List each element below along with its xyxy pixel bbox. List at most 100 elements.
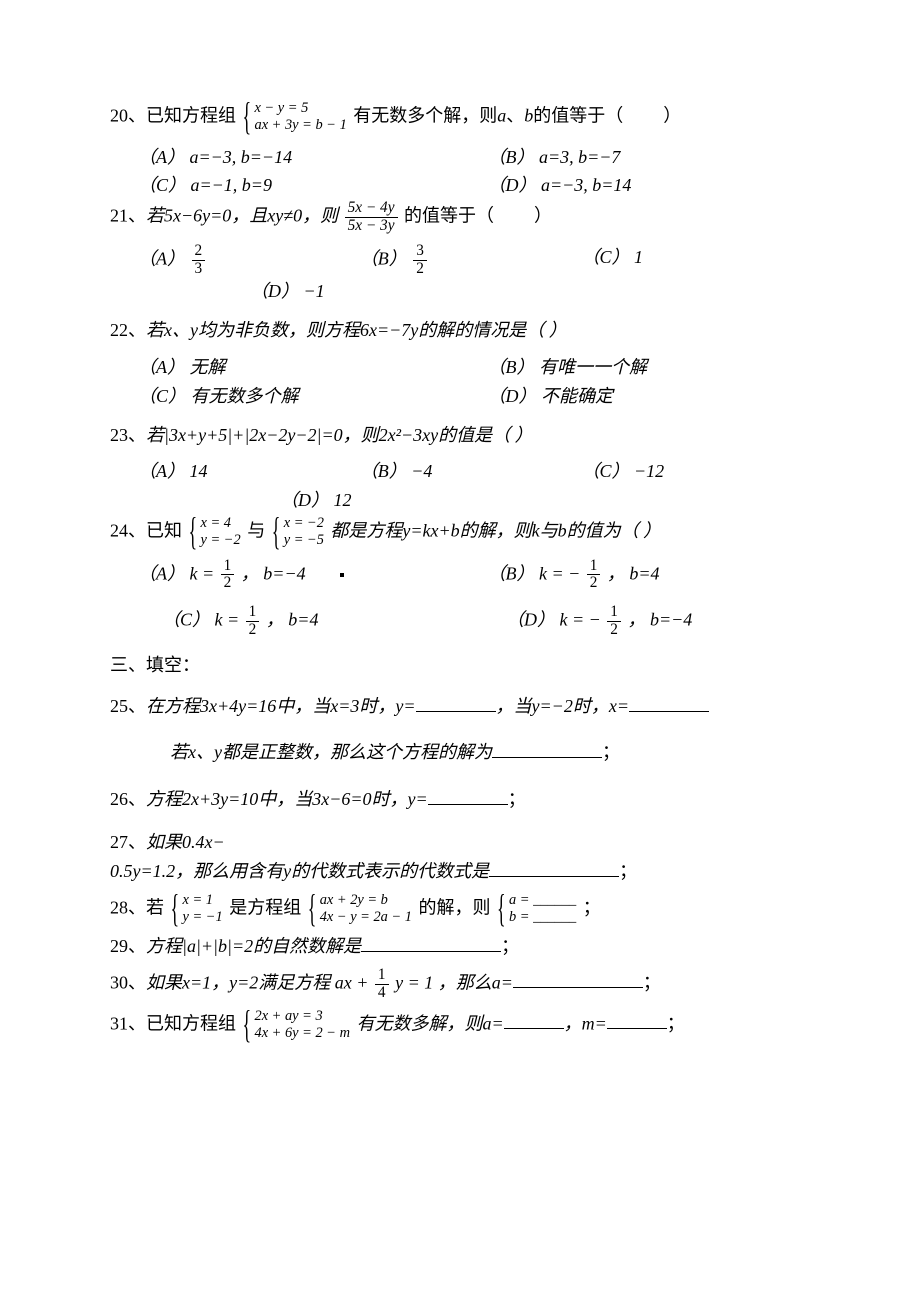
q21-frac-num: 5x − 4y xyxy=(345,200,398,218)
q25-line2: 若x、y都是正整数，那么这个方程的解为 ； xyxy=(170,738,810,767)
q21-frac: 5x − 4y 5x − 3y xyxy=(345,200,398,235)
q21-optA: （A） 23 xyxy=(138,243,360,278)
q21-optD: （D） −1 xyxy=(250,277,810,306)
q20-var-a: a xyxy=(497,105,506,125)
q21-stem3: ） xyxy=(534,206,552,226)
q20-sys-r2: ax + 3y = b − 1 xyxy=(255,117,347,134)
q30-stem2: ，那么a= xyxy=(438,972,513,992)
q21-optA-frac: 23 xyxy=(192,243,206,278)
question-21: 21、若5x−6y=0，且xy≠0，则 5x − 4y 5x − 3y 的值等于… xyxy=(110,200,810,235)
section-3-title: 三、填空： xyxy=(110,651,810,680)
q27-num: 27、 xyxy=(110,832,146,852)
q24-optA: （A） k = 12 ， b=−4 xyxy=(138,558,461,593)
question-30: 30、如果x=1，y=2满足方程 ax + 14 y = 1 ，那么a=； xyxy=(110,967,810,1002)
q20-stem1: 已知方程组 xyxy=(146,105,236,125)
q20-optC: （C） a=−1, b=9 xyxy=(138,171,461,200)
q28-sys2: ax + 2y = b 4x − y = 2a − 1 xyxy=(308,892,412,927)
q25-stem2: ，当y=−2时，x= xyxy=(496,696,629,716)
q22-optB: （B） 有唯一一个解 xyxy=(487,353,810,382)
question-20: 20、已知方程组 x − y = 5 ax + 3y = b − 1 有无数多个… xyxy=(110,100,810,135)
q23-optD: （D） 12 xyxy=(280,486,810,515)
q26-stem2: ； xyxy=(508,789,526,809)
q25-num: 25、 xyxy=(110,696,146,716)
q20-optD: （D） a=−3, b=14 xyxy=(487,171,810,200)
question-25: 25、在方程3x+4y=16中，当x=3时，y=，当y=−2时，x= xyxy=(110,692,810,721)
q22-optA: （A） 无解 xyxy=(138,353,461,382)
q27-blank xyxy=(489,858,619,877)
q23-stem: 若|3x+y+5|+|2x−2y−2|=0，则2x²−3xy的值是（ ） xyxy=(146,425,533,445)
q25-blank1 xyxy=(416,693,496,712)
q22-optD: （D） 不能确定 xyxy=(487,382,810,411)
q30-eq2: y = 1 xyxy=(395,972,433,992)
q31-blank1 xyxy=(504,1010,564,1029)
q29-num: 29、 xyxy=(110,936,146,956)
q23-options: （A） 14 （B） −4 （C） −12 xyxy=(138,457,810,486)
q20-system: x − y = 5 ax + 3y = b − 1 xyxy=(243,100,347,135)
q25-stem4: ； xyxy=(602,742,620,762)
question-23: 23、若|3x+y+5|+|2x−2y−2|=0，则2x²−3xy的值是（ ） xyxy=(110,421,810,450)
q20-optB: （B） a=3, b=−7 xyxy=(487,143,810,172)
question-29: 29、方程|a|+|b|=2的自然数解是； xyxy=(110,932,810,961)
q27-line2a: 0.5y=1.2，那么用含有y的代数式表示的代数式是 xyxy=(110,861,489,881)
q24-sys2: x = −2 y = −5 xyxy=(272,515,324,550)
q21-stem2: 的值等于（ xyxy=(404,206,494,226)
question-24: 24、已知 x = 4 y = −2 与 x = −2 y = −5 都是方程y… xyxy=(110,515,810,550)
q22-options: （A） 无解 （B） 有唯一一个解 xyxy=(138,353,810,382)
q24-stem2: 与 xyxy=(247,520,265,540)
q24-optB: （B） k = − 12 ， b=4 xyxy=(487,558,810,593)
q20-num: 20、 xyxy=(110,105,146,125)
q21-optB-frac: 32 xyxy=(413,243,427,278)
q31-stem1: 已知方程组 xyxy=(146,1013,236,1033)
q31-stem4: ； xyxy=(667,1013,685,1033)
question-22: 22、若x、y均为非负数，则方程6x=−7y的解的情况是（ ） xyxy=(110,316,810,345)
q28-stem4: ； xyxy=(583,897,601,917)
q21-options: （A） 23 （B） 32 （C） 1 xyxy=(138,243,810,278)
q21-optA-l: （A） xyxy=(138,248,185,268)
q23-optB: （B） −4 xyxy=(360,457,582,486)
q27-line2b: ； xyxy=(619,861,637,881)
q24-stem3: 都是方程y=kx+b的解，则k与b的值为（ ） xyxy=(330,520,661,540)
q28-sys1: x = 1 y = −1 xyxy=(171,892,223,927)
q24-optD: （D） k = − 12 ， b=−4 xyxy=(506,604,810,639)
question-31: 31、已知方程组 2x + ay = 3 4x + 6y = 2 − m 有无数… xyxy=(110,1008,810,1043)
q30-stem3: ； xyxy=(643,972,661,992)
q22-options2: （C） 有无数多个解 （D） 不能确定 xyxy=(138,382,810,411)
q22-optC: （C） 有无数多个解 xyxy=(138,382,487,411)
q31-stem2: 有无数多解，则a= xyxy=(356,1013,503,1033)
q20-stem4: ） xyxy=(663,105,681,125)
q28-sys3: a = ______ b = ______ xyxy=(497,892,576,927)
q30-stem1: 如果x=1，y=2满足方程 xyxy=(146,972,330,992)
q21-frac-den: 5x − 3y xyxy=(345,218,398,235)
q25-stem3: 若x、y都是正整数，那么这个方程的解为 xyxy=(170,742,492,762)
q21-optC: （C） 1 xyxy=(582,243,804,278)
q20-options: （A） a=−3, b=−14 （B） a=3, b=−7 xyxy=(138,143,810,172)
q30-eq1: ax + xyxy=(335,972,369,992)
q27-line1: 如果0.4x− xyxy=(146,832,225,852)
q20-stem2: 有无数多个解，则 xyxy=(353,105,497,125)
dot-icon xyxy=(340,573,344,577)
q29-blank xyxy=(361,933,501,952)
q26-stem1: 方程2x+3y=10中，当3x−6=0时，y= xyxy=(146,789,428,809)
question-26: 26、方程2x+3y=10中，当3x−6=0时，y= ； xyxy=(110,785,810,814)
q30-blank xyxy=(513,969,643,988)
q28-stem3: 的解，则 xyxy=(418,897,490,917)
q26-num: 26、 xyxy=(110,789,146,809)
q24-sys1: x = 4 y = −2 xyxy=(189,515,241,550)
q28-num: 28、 xyxy=(110,897,146,917)
question-28: 28、若 x = 1 y = −1 是方程组 ax + 2y = b 4x − … xyxy=(110,892,810,927)
q20-var-b: b xyxy=(524,105,533,125)
q30-frac: 14 xyxy=(375,967,389,1002)
q24-options2: （C） k = 12 ， b=4 （D） k = − 12 ， b=−4 xyxy=(138,604,810,639)
q24-options1: （A） k = 12 ， b=−4 （B） k = − 12 ， b=4 xyxy=(138,558,810,593)
q24-optC: （C） k = 12 ， b=4 xyxy=(162,604,466,639)
q26-blank xyxy=(428,786,508,805)
q28-stem2: 是方程组 xyxy=(229,897,301,917)
q23-optA: （A） 14 xyxy=(138,457,360,486)
q25-blank2 xyxy=(629,693,709,712)
q21-num: 21、 xyxy=(110,206,146,226)
q20-optA: （A） a=−3, b=−14 xyxy=(138,143,461,172)
q31-stem3: ，m= xyxy=(564,1013,607,1033)
q20-stem3: 的值等于（ xyxy=(533,105,623,125)
q31-blank2 xyxy=(607,1010,667,1029)
q20-options2: （C） a=−1, b=9 （D） a=−3, b=14 xyxy=(138,171,810,200)
